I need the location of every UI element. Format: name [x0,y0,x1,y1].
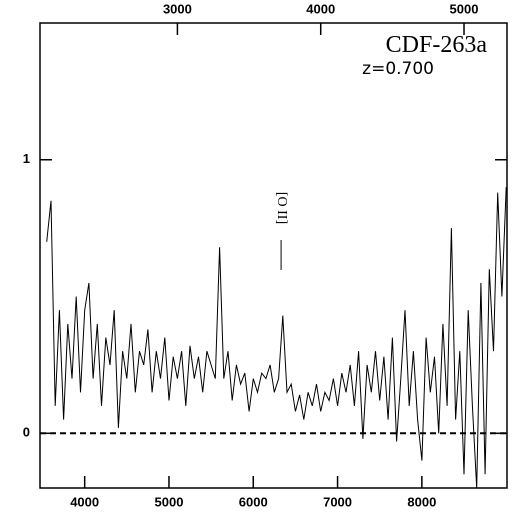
x-tick-label: 6000 [239,494,268,509]
y-tick-label: 1 [23,151,30,166]
chart-subtitle: z=0.700 [362,59,434,79]
annotation: [O II] [274,192,289,224]
x-tick-label: 5000 [155,494,184,509]
plot-frame [39,22,508,489]
y-tick-label: 0 [23,425,30,440]
x2-tick-label: 4000 [306,1,335,16]
x2-tick-label: 5000 [450,1,479,16]
x2-tick-label: 3000 [163,1,192,16]
x-tick-label: 7000 [323,494,352,509]
chart-title: CDF-263a [386,32,488,58]
spectrum-line [46,187,507,489]
x-tick-label: 4000 [70,494,99,509]
x-tick-label: 8000 [407,494,436,509]
